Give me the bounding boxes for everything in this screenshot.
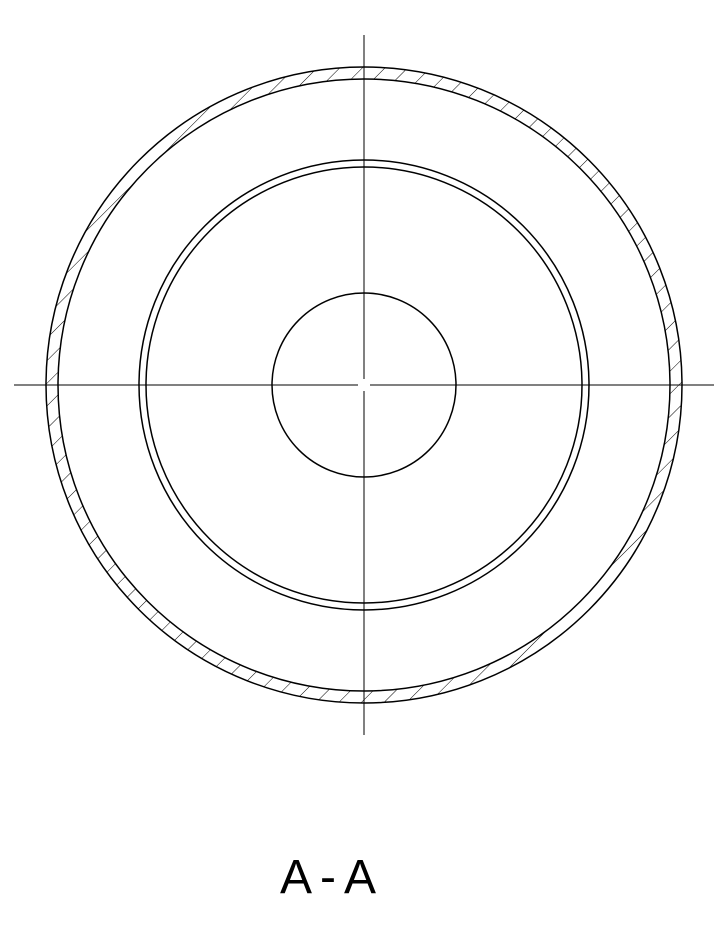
section-label: A-A xyxy=(280,850,384,905)
technical-drawing: A-A xyxy=(0,0,728,944)
section-view-svg xyxy=(0,0,728,944)
